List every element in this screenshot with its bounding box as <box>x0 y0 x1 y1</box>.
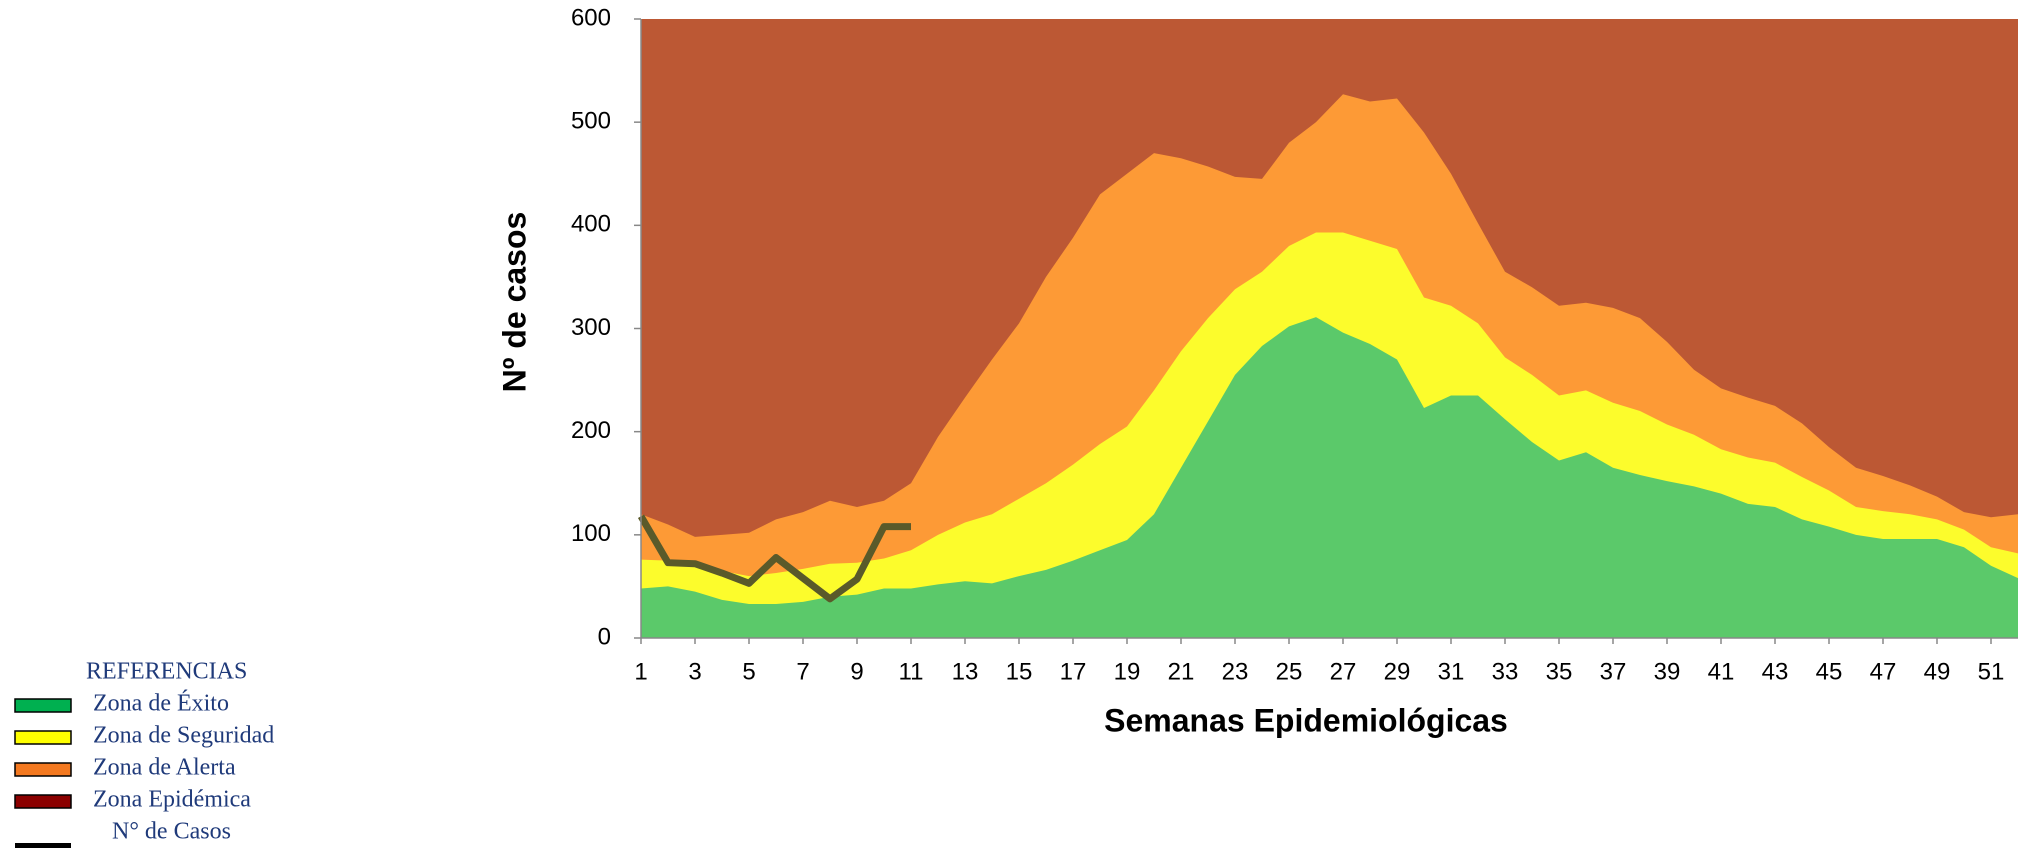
x-tick-label: 35 <box>1546 658 1573 685</box>
x-tick-label: 31 <box>1438 658 1465 685</box>
x-tick-label: 19 <box>1114 658 1141 685</box>
x-tick-label: 25 <box>1276 658 1303 685</box>
x-tick-label: 33 <box>1492 658 1519 685</box>
y-tick-label: 500 <box>571 108 611 135</box>
x-tick-label: 17 <box>1060 658 1087 685</box>
x-tick-label: 45 <box>1816 658 1843 685</box>
x-tick-label: 49 <box>1924 658 1951 685</box>
x-tick-label: 51 <box>1978 658 2005 685</box>
legend-label: Zona de Éxito <box>93 691 229 717</box>
y-tick-label: 600 <box>571 4 611 31</box>
y-tick-label: 200 <box>571 417 611 444</box>
x-tick-label: 37 <box>1600 658 1627 685</box>
legend-swatch <box>14 762 72 777</box>
y-tick-label: 300 <box>571 314 611 341</box>
legend-title: REFERENCIAS <box>86 659 247 685</box>
x-tick-label: 39 <box>1654 658 1681 685</box>
x-tick-label: 11 <box>899 658 924 685</box>
x-tick-label: 23 <box>1222 658 1249 685</box>
x-tick-label: 43 <box>1762 658 1789 685</box>
x-tick-label: 13 <box>952 658 979 685</box>
x-tick-label: 21 <box>1168 658 1195 685</box>
x-axis-title: Semanas Epidemiológicas <box>1104 702 1508 738</box>
x-tick-label: 5 <box>742 658 755 685</box>
x-tick-label: 7 <box>796 658 809 685</box>
x-tick-label: 1 <box>634 658 647 685</box>
legend-swatch <box>14 698 72 713</box>
zone-area <box>641 317 2018 638</box>
y-tick-label: 100 <box>571 520 611 547</box>
legend-label: Zona de Alerta <box>93 755 236 781</box>
legend-label: N° de Casos <box>112 819 231 845</box>
x-tick-label: 27 <box>1330 658 1357 685</box>
x-tick-label: 15 <box>1006 658 1033 685</box>
legend-swatch <box>14 730 72 745</box>
x-tick-label: 9 <box>850 658 863 685</box>
y-axis-title: Nº de casos <box>496 212 532 393</box>
x-tick-label: 3 <box>688 658 701 685</box>
legend-label: Zona de Seguridad <box>93 723 274 749</box>
legend-swatch <box>15 843 71 848</box>
y-tick-label: 0 <box>598 623 611 650</box>
cases-line <box>637 514 911 603</box>
legend-label: Zona Epidémica <box>93 787 251 813</box>
x-tick-label: 47 <box>1870 658 1897 685</box>
x-tick-label: 41 <box>1708 658 1735 685</box>
y-tick-label: 400 <box>571 211 611 238</box>
x-tick-label: 29 <box>1384 658 1411 685</box>
legend-swatch <box>14 794 72 809</box>
